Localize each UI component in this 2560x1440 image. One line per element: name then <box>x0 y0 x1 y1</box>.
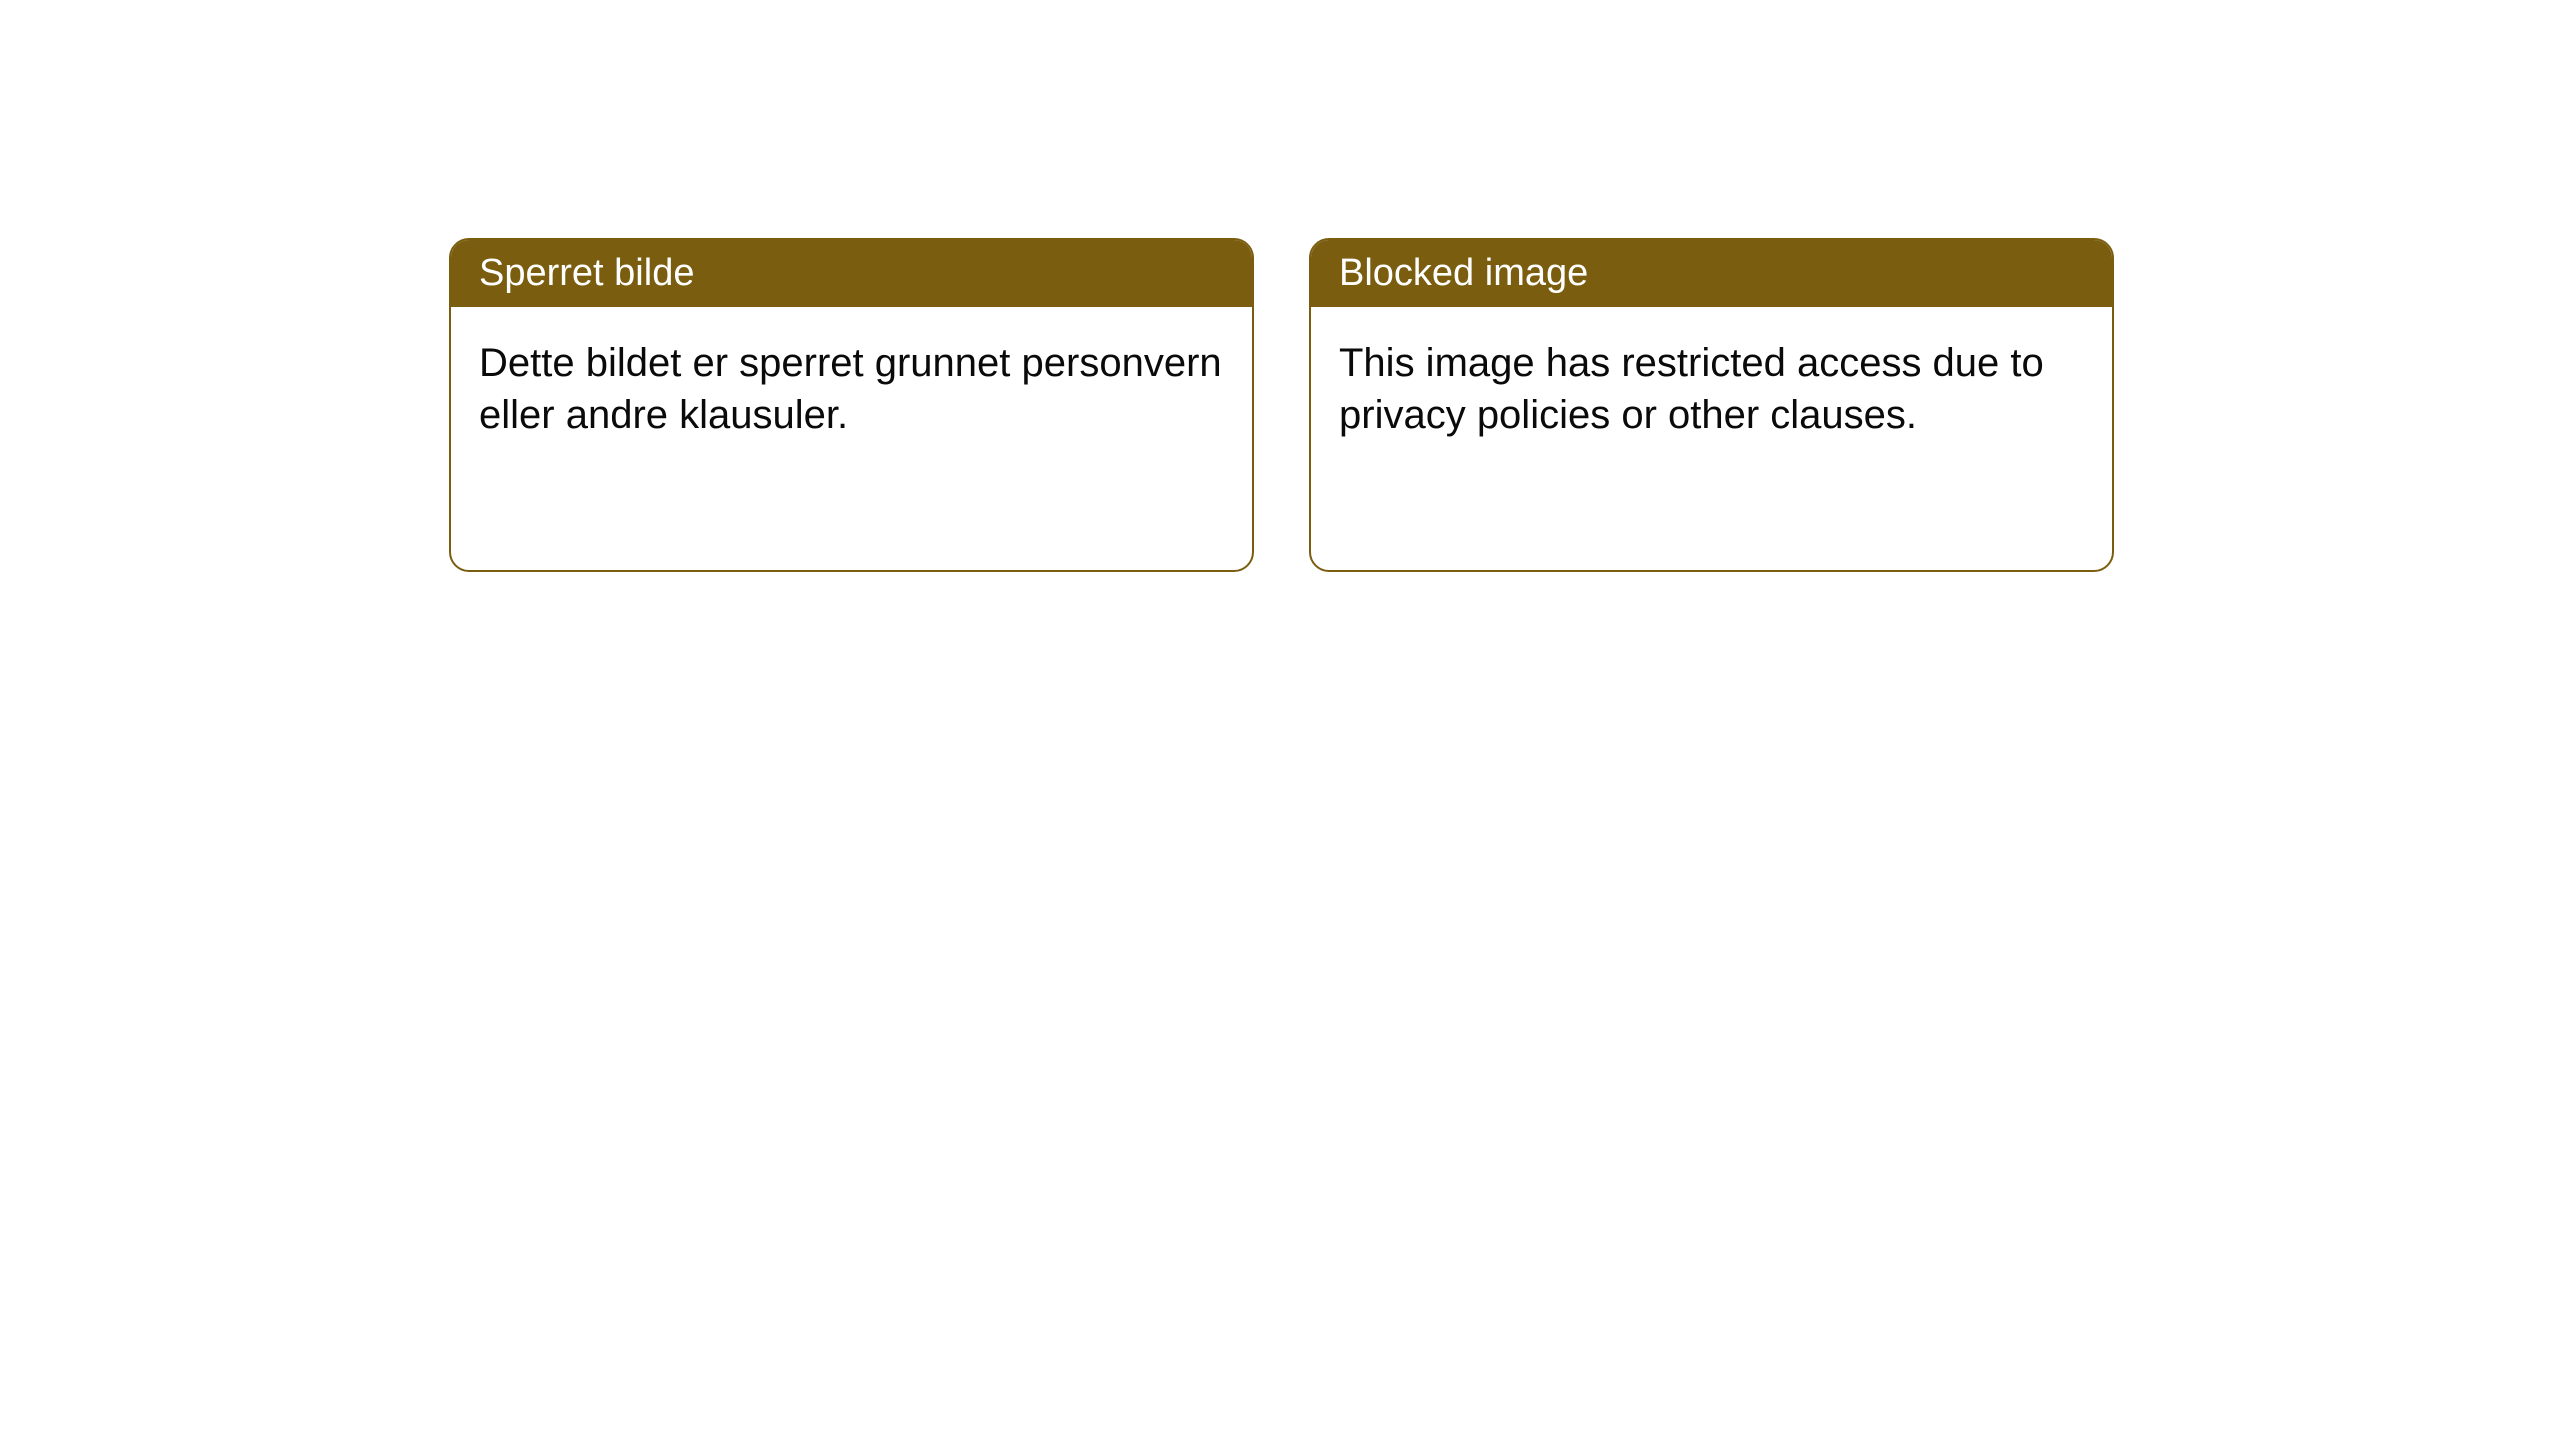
notice-card-english: Blocked image This image has restricted … <box>1309 238 2114 572</box>
notice-container: Sperret bilde Dette bildet er sperret gr… <box>449 238 2114 572</box>
notice-message: Dette bildet er sperret grunnet personve… <box>479 341 1222 437</box>
notice-header: Sperret bilde <box>451 240 1252 307</box>
notice-message: This image has restricted access due to … <box>1339 341 2044 437</box>
notice-header: Blocked image <box>1311 240 2112 307</box>
notice-body: This image has restricted access due to … <box>1311 307 2112 471</box>
notice-card-norwegian: Sperret bilde Dette bildet er sperret gr… <box>449 238 1254 572</box>
notice-body: Dette bildet er sperret grunnet personve… <box>451 307 1252 471</box>
notice-title: Sperret bilde <box>479 252 694 294</box>
notice-title: Blocked image <box>1339 252 1588 294</box>
